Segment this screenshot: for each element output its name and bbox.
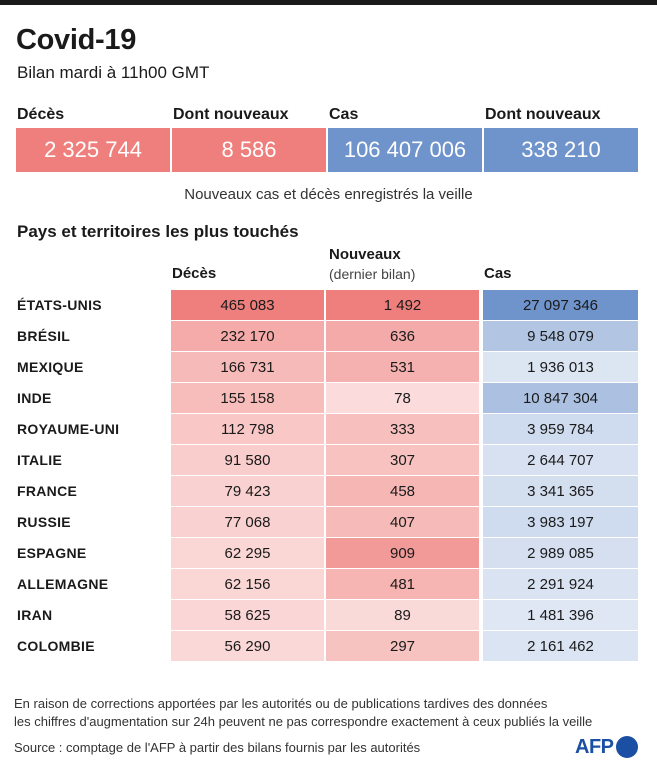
cell-deaths: 62 156 — [171, 569, 324, 599]
cell-new: 307 — [326, 445, 479, 475]
cell-cases: 1 481 396 — [483, 600, 638, 630]
row-label: FRANCE — [17, 483, 78, 499]
cell-new: 636 — [326, 321, 479, 351]
cell-new: 407 — [326, 507, 479, 537]
afp-logo-text: AFP — [575, 735, 614, 758]
row-label: COLOMBIE — [17, 638, 95, 654]
cell-cases: 27 097 346 — [483, 290, 638, 320]
column-header-cases: Cas — [484, 265, 512, 282]
cell-deaths: 56 290 — [171, 631, 324, 661]
cell-cases: 9 548 079 — [483, 321, 638, 351]
kpi-label-3: Dont nouveaux — [485, 106, 601, 123]
cell-new: 531 — [326, 352, 479, 382]
column-header-deaths: Décès — [172, 265, 217, 282]
cell-new: 89 — [326, 600, 479, 630]
cell-deaths: 166 731 — [171, 352, 324, 382]
kpi-label-1: Dont nouveaux — [173, 106, 289, 123]
cell-deaths: 77 068 — [171, 507, 324, 537]
row-label: ITALIE — [17, 452, 63, 468]
cell-deaths: 155 158 — [171, 383, 324, 413]
footnote-line-1: En raison de corrections apportées par l… — [14, 696, 548, 711]
cell-deaths: 232 170 — [171, 321, 324, 351]
cell-deaths: 62 295 — [171, 538, 324, 568]
cell-cases: 1 936 013 — [483, 352, 638, 382]
cell-new: 909 — [326, 538, 479, 568]
row-label: BRÉSIL — [17, 328, 71, 344]
row-label: ROYAUME-UNI — [17, 421, 120, 437]
cell-cases: 2 989 085 — [483, 538, 638, 568]
cell-cases: 2 644 707 — [483, 445, 638, 475]
row-label: ÉTATS-UNIS — [17, 297, 102, 313]
cell-new: 297 — [326, 631, 479, 661]
cell-new: 1 492 — [326, 290, 479, 320]
kpi-label-0: Décès — [17, 106, 65, 123]
cell-deaths: 58 625 — [171, 600, 324, 630]
afp-logo-dot — [615, 736, 638, 758]
cell-deaths: 112 798 — [171, 414, 324, 444]
row-label: RUSSIE — [17, 514, 71, 530]
row-label: MEXIQUE — [17, 359, 84, 375]
cell-cases: 10 847 304 — [483, 383, 638, 413]
kpi-value-3: 338 210 — [484, 128, 638, 172]
afp-logo: AFP — [575, 734, 638, 760]
cell-deaths: 91 580 — [171, 445, 324, 475]
row-label: IRAN — [17, 607, 53, 623]
kpi-value-0: 2 325 744 — [16, 128, 170, 172]
section-title: Pays et territoires les plus touchés — [17, 222, 299, 241]
kpi-note: Nouveaux cas et décès enregistrés la vei… — [184, 186, 473, 203]
cell-new: 78 — [326, 383, 479, 413]
page-title: Covid-19 — [16, 24, 137, 56]
source-note: Source : comptage de l'AFP à partir des … — [14, 740, 421, 755]
column-header-new: Nouveaux — [329, 246, 401, 263]
cell-cases: 2 291 924 — [483, 569, 638, 599]
cell-new: 333 — [326, 414, 479, 444]
page-subtitle: Bilan mardi à 11h00 GMT — [17, 63, 210, 82]
cell-new: 481 — [326, 569, 479, 599]
cell-deaths: 465 083 — [171, 290, 324, 320]
cell-cases: 3 341 365 — [483, 476, 638, 506]
cell-new: 458 — [326, 476, 479, 506]
footnote-line-2: les chiffres d'augmentation sur 24h peuv… — [14, 714, 593, 729]
cell-cases: 3 983 197 — [483, 507, 638, 537]
kpi-label-2: Cas — [329, 106, 359, 123]
cell-cases: 3 959 784 — [483, 414, 638, 444]
cell-cases: 2 161 462 — [483, 631, 638, 661]
top-rule — [0, 0, 657, 5]
column-subheader-new: (dernier bilan) — [329, 266, 416, 282]
kpi-value-1: 8 586 — [172, 128, 326, 172]
row-label: ESPAGNE — [17, 545, 87, 561]
row-label: INDE — [17, 390, 52, 406]
kpi-value-2: 106 407 006 — [328, 128, 482, 172]
cell-deaths: 79 423 — [171, 476, 324, 506]
row-label: ALLEMAGNE — [17, 576, 109, 592]
